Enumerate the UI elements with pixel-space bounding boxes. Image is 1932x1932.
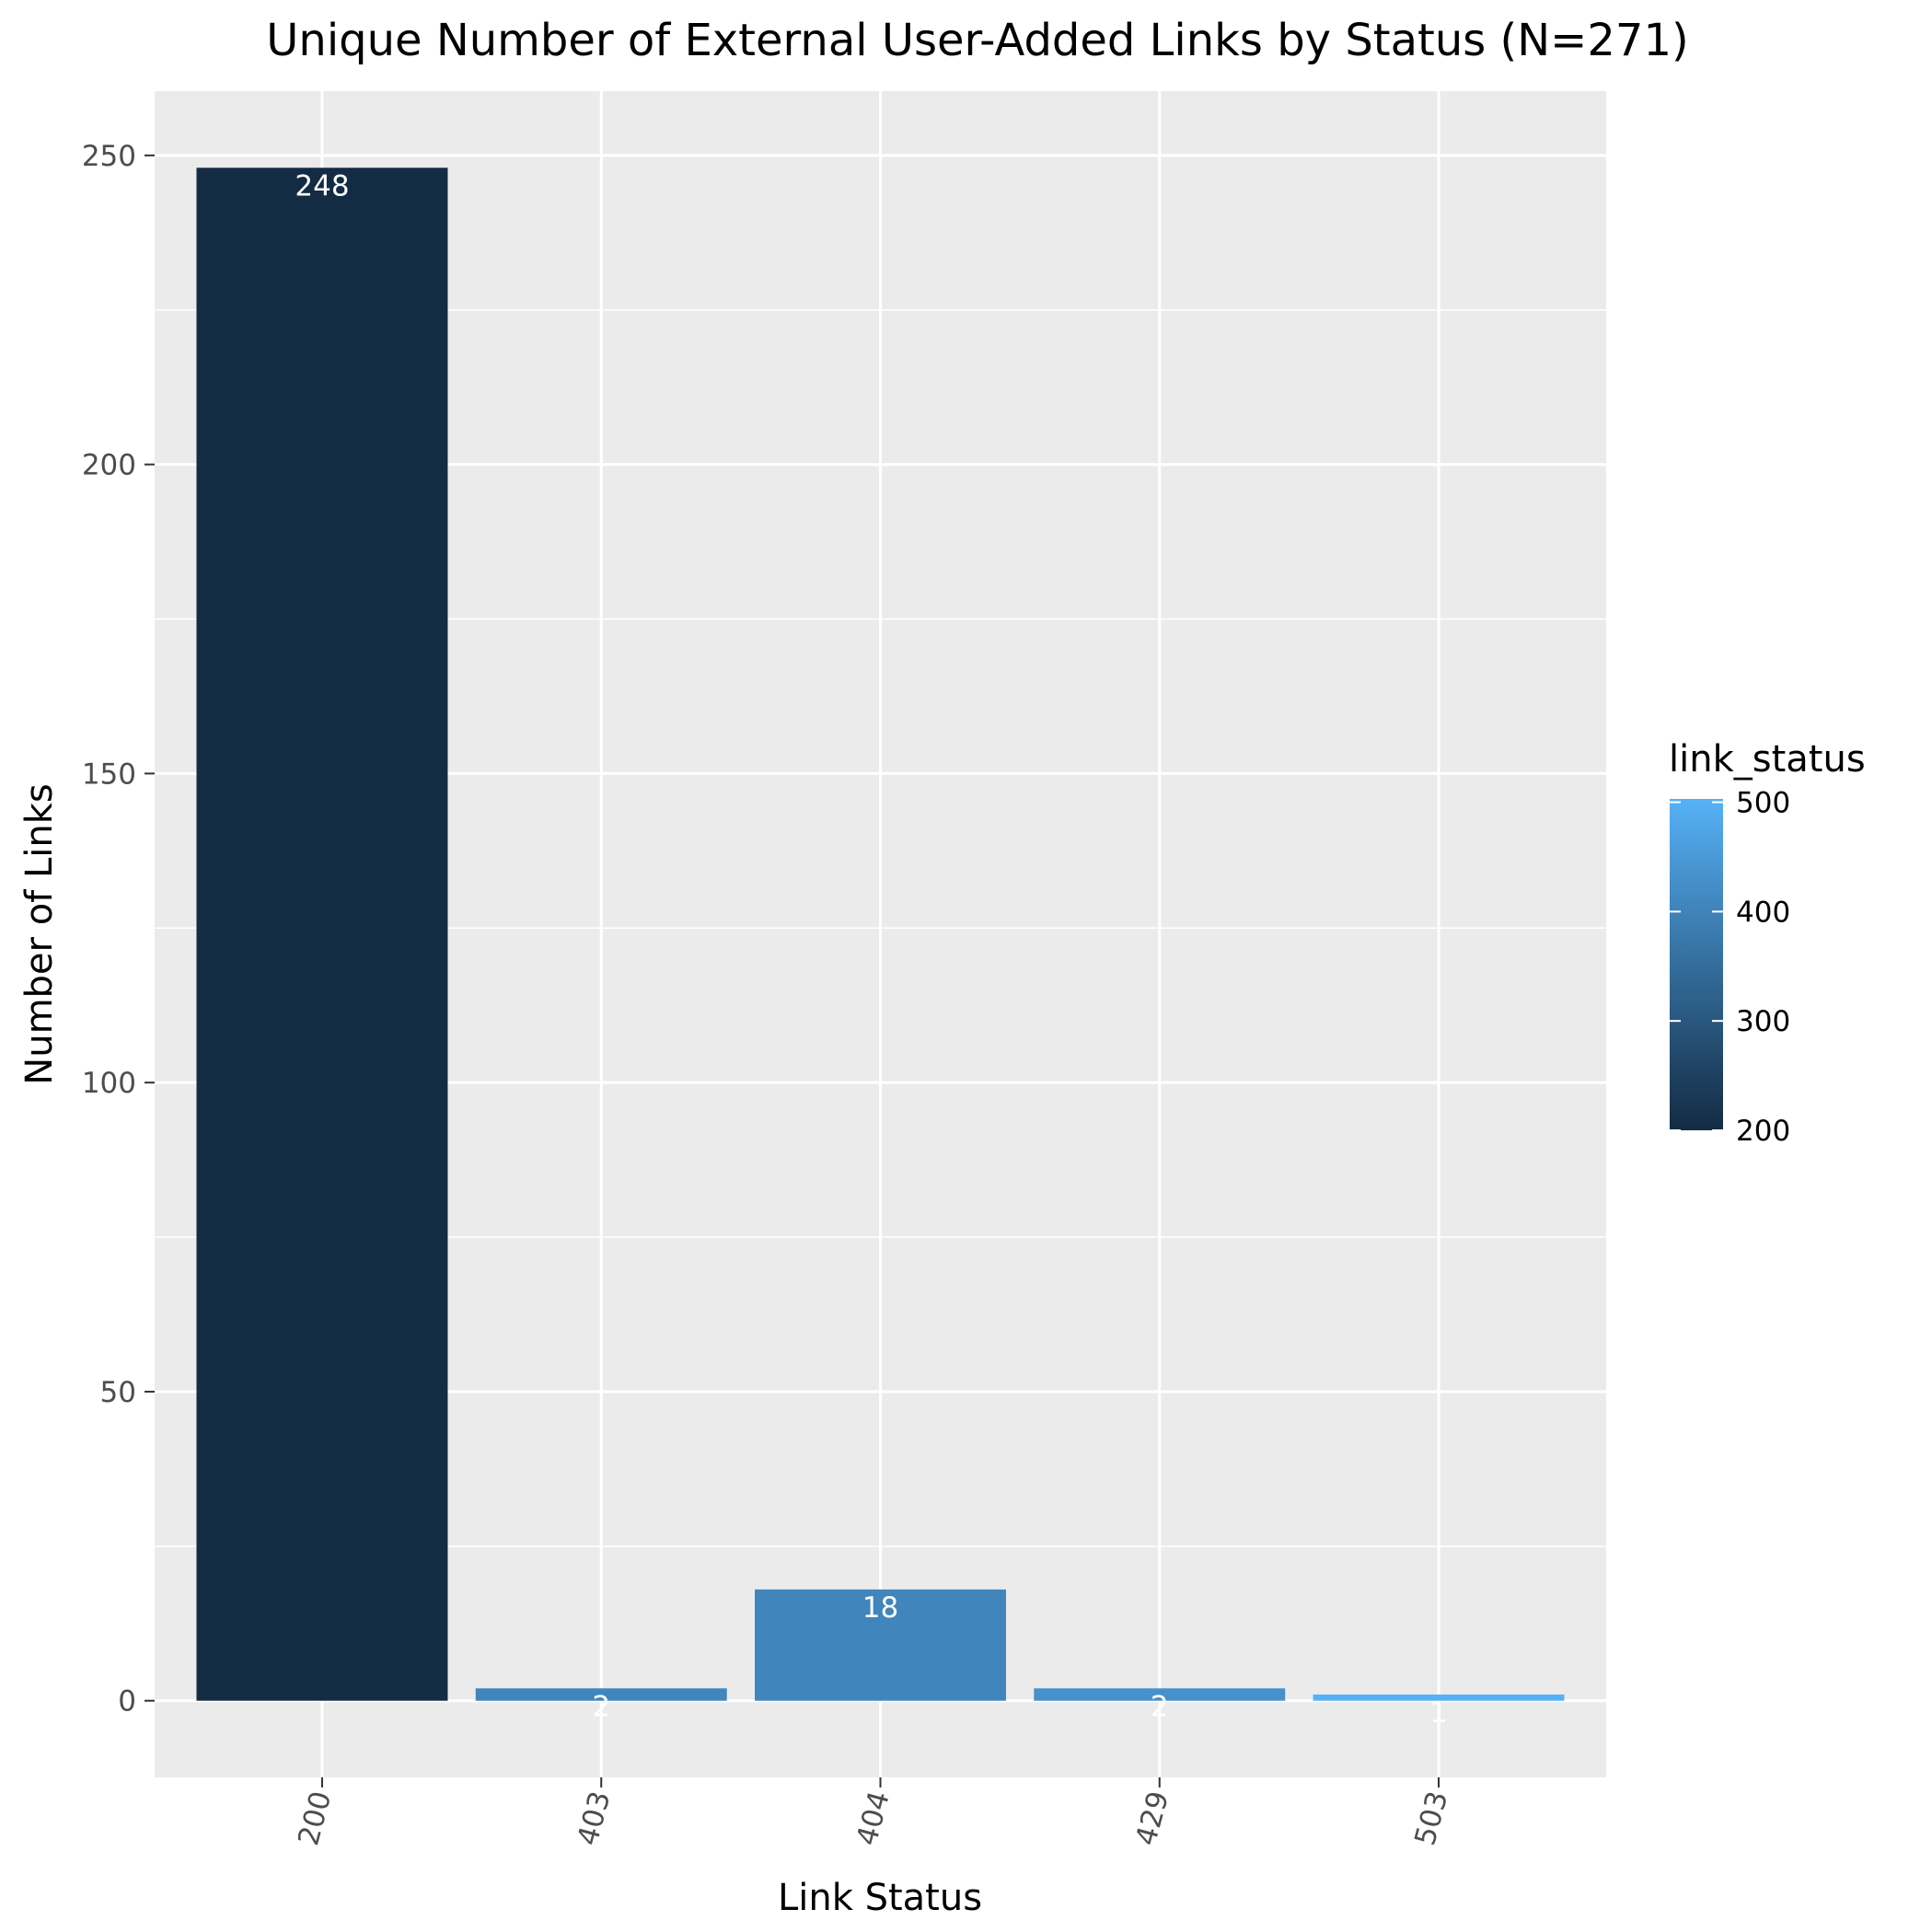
y-tick-label: 0 (118, 1685, 136, 1718)
x-tick-label: 200 (292, 1787, 338, 1848)
data-label: 1 (1429, 1696, 1448, 1730)
legend-tick-label: 200 (1736, 1115, 1790, 1148)
x-tick-label: 403 (572, 1787, 618, 1848)
y-tick-label: 100 (82, 1067, 136, 1100)
legend-ticks: 200 300 400 500 (1670, 787, 1790, 1148)
legend-tick-label: 400 (1736, 896, 1790, 929)
bar (755, 1589, 1006, 1701)
legend: link_status 200 300 400 500 (1669, 738, 1866, 1148)
data-label: 2 (592, 1690, 610, 1723)
x-axis: 200 403 404 429 503 (292, 1777, 1454, 1849)
data-label: 18 (862, 1591, 898, 1625)
data-label: 248 (295, 169, 349, 202)
x-axis-title: Link Status (778, 1877, 982, 1919)
x-tick-label: 429 (1129, 1787, 1175, 1848)
y-tick-label: 150 (82, 758, 136, 791)
bars-layer (196, 168, 1565, 1701)
bar (1313, 1695, 1565, 1701)
data-labels-layer: 248 2 18 2 1 (295, 169, 1448, 1730)
bar (475, 1688, 727, 1701)
legend-tick-label: 500 (1736, 787, 1790, 820)
legend-title: link_status (1669, 738, 1866, 781)
bar (1034, 1688, 1286, 1701)
data-label: 2 (1151, 1690, 1169, 1723)
legend-tick-label: 300 (1736, 1005, 1790, 1038)
x-tick-label: 404 (850, 1787, 897, 1848)
x-tick-label: 503 (1408, 1787, 1454, 1848)
y-axis-title: Number of Links (18, 783, 61, 1084)
legend-colorbar (1670, 799, 1723, 1130)
y-tick-label: 200 (82, 449, 136, 482)
y-tick-label: 250 (82, 140, 136, 173)
bar (196, 168, 448, 1701)
y-tick-label: 50 (100, 1376, 136, 1409)
y-axis: 0 50 100 150 200 250 (82, 140, 155, 1718)
chart-title: Unique Number of External User-Added Lin… (266, 15, 1688, 66)
